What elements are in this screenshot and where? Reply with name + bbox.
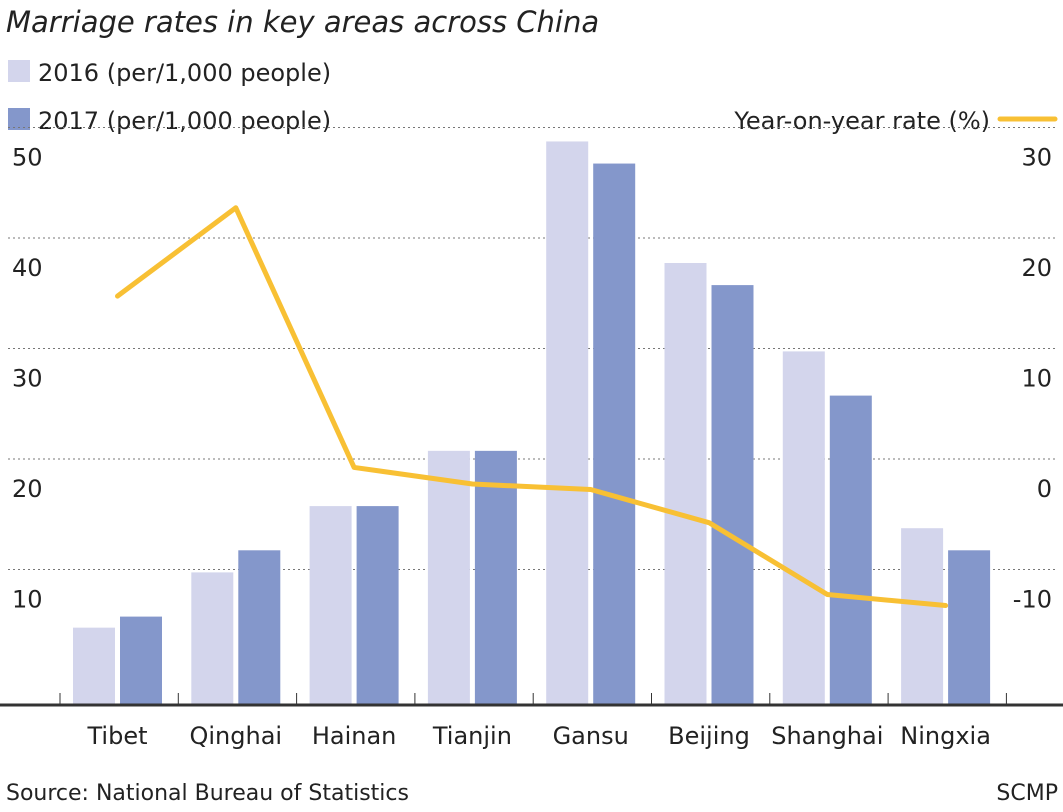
bar-hainan-2017 <box>357 506 399 705</box>
bar-hainan-2016 <box>310 506 352 705</box>
bar-gansu-2016 <box>546 141 588 705</box>
bar-gansu-2017 <box>593 164 635 705</box>
bar-tianjin-2017 <box>475 451 517 705</box>
y-right-tick-label: 20 <box>1021 254 1052 282</box>
legend: 2016 (per/1,000 people) 2017 (per/1,000 … <box>8 59 1055 135</box>
y-right-tick-label: 30 <box>1021 144 1052 172</box>
y-left-tick-label: 50 <box>12 144 43 172</box>
y-right-tick-label: 0 <box>1037 475 1052 503</box>
bar-tibet-2017 <box>120 617 162 705</box>
credit: SCMP <box>996 781 1058 806</box>
bar-qinghai-2017 <box>238 550 280 705</box>
x-tick-label: Qinghai <box>190 722 283 750</box>
y-left-tick-label: 30 <box>12 365 43 393</box>
x-tick-label: Beijing <box>668 722 750 750</box>
y-left-tick-label: 10 <box>12 586 43 614</box>
x-tick-label: Gansu <box>553 722 629 750</box>
legend-label-2017: 2017 (per/1,000 people) <box>38 107 331 135</box>
bar-shanghai-2017 <box>830 396 872 705</box>
x-tick-label: Ningxia <box>900 722 991 750</box>
legend-label-2016: 2016 (per/1,000 people) <box>38 59 331 87</box>
y-right-tick-label: -10 <box>1013 586 1052 614</box>
grid: 10 20 30 40 50 -10 0 10 20 30 <box>8 128 1056 614</box>
bar-qinghai-2016 <box>191 572 233 705</box>
legend-swatch-2017 <box>8 108 30 130</box>
x-tick-label: Shanghai <box>771 722 883 750</box>
bar-tibet-2016 <box>73 628 115 705</box>
bar-shanghai-2016 <box>783 351 825 705</box>
bar-beijing-2016 <box>665 263 707 705</box>
bar-beijing-2017 <box>712 285 754 705</box>
x-tick-label: Tibet <box>87 722 148 750</box>
bars: Tibet Qinghai Hainan Tianjin Gansu Beijing Sha… <box>73 141 991 750</box>
x-tick-label: Tianjin <box>432 722 512 750</box>
bar-ningxia-2017 <box>948 550 990 705</box>
y-left-tick-label: 40 <box>12 254 43 282</box>
legend-label-line: Year-on-year rate (%) <box>733 107 990 135</box>
chart-title: Marriage rates in key areas across China <box>6 5 599 39</box>
x-tick-label: Hainan <box>312 722 397 750</box>
bar-tianjin-2016 <box>428 451 470 705</box>
bar-ningxia-2016 <box>901 528 943 705</box>
y-right-tick-label: 10 <box>1021 365 1052 393</box>
y-left-tick-label: 20 <box>12 475 43 503</box>
source-note: Source: National Bureau of Statistics <box>6 781 409 806</box>
legend-swatch-2016 <box>8 60 30 82</box>
